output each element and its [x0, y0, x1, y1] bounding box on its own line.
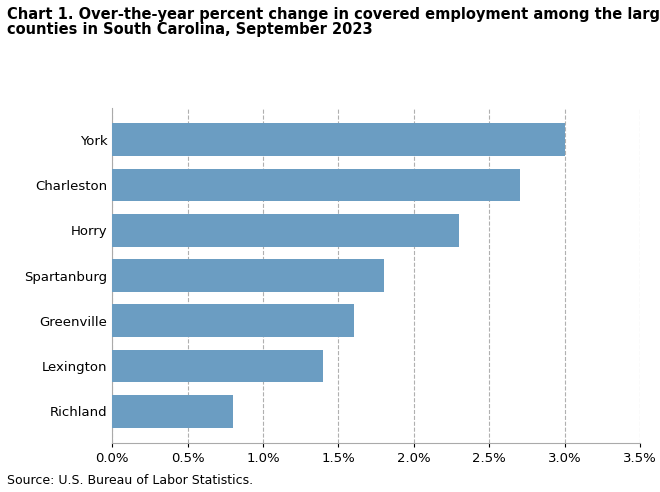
- Bar: [112, 350, 323, 382]
- Bar: [112, 259, 383, 292]
- Bar: [112, 169, 519, 201]
- Text: Chart 1. Over-the-year percent change in covered employment among the largest: Chart 1. Over-the-year percent change in…: [7, 7, 660, 22]
- Bar: [112, 214, 459, 246]
- Text: Source: U.S. Bureau of Labor Statistics.: Source: U.S. Bureau of Labor Statistics.: [7, 474, 253, 487]
- Text: counties in South Carolina, September 2023: counties in South Carolina, September 20…: [7, 22, 372, 37]
- Bar: [112, 305, 354, 337]
- Bar: [112, 123, 565, 156]
- Bar: [112, 395, 233, 428]
